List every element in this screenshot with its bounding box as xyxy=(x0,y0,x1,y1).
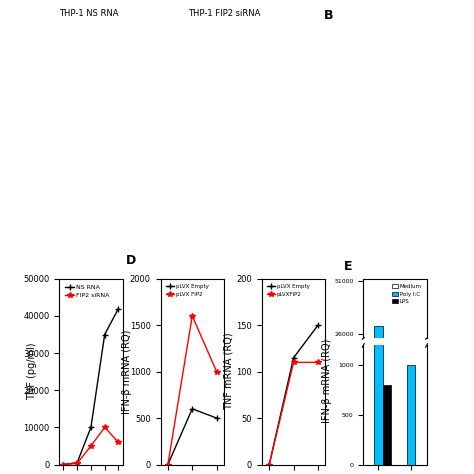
Y-axis label: TNF (pg/ml): TNF (pg/ml) xyxy=(27,343,37,401)
Y-axis label: TNF mRNA (RQ): TNF mRNA (RQ) xyxy=(223,333,233,410)
Text: B: B xyxy=(324,9,333,22)
Bar xyxy=(374,326,383,389)
Legend: NS RNA, FIP2 siRNA: NS RNA, FIP2 siRNA xyxy=(63,282,112,301)
Bar xyxy=(407,387,416,389)
Y-axis label: IFN-β mRNA (RQ): IFN-β mRNA (RQ) xyxy=(122,329,132,414)
Legend: pLVX Empty, pLVX FIP2: pLVX Empty, pLVX FIP2 xyxy=(164,282,210,299)
Bar xyxy=(374,0,383,465)
Text: THP-1 FIP2 siRNA: THP-1 FIP2 siRNA xyxy=(188,9,260,18)
Text: D: D xyxy=(126,254,136,267)
Text: E: E xyxy=(344,260,353,273)
Text: THP-1 NS RNA: THP-1 NS RNA xyxy=(59,9,119,18)
Legend: Medium, Poly I:C, LPS: Medium, Poly I:C, LPS xyxy=(390,282,424,307)
Legend: pLVX Empty, pLVXFIP2: pLVX Empty, pLVXFIP2 xyxy=(264,282,312,299)
Y-axis label: IFN-β mRNA (RQ): IFN-β mRNA (RQ) xyxy=(321,339,332,423)
Bar xyxy=(383,385,391,465)
Bar xyxy=(407,365,416,465)
Bar xyxy=(383,388,391,389)
